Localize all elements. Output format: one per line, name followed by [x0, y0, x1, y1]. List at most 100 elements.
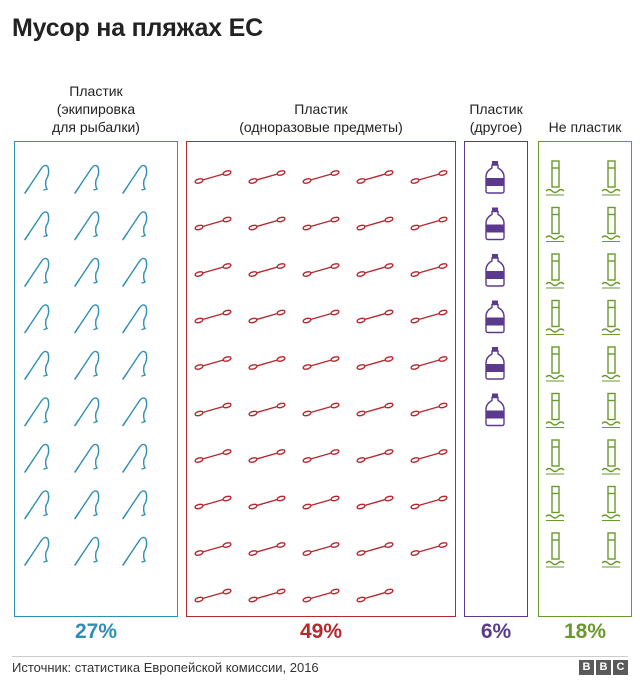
fishing-line-icon [74, 397, 100, 427]
cotton-bud-icon [302, 449, 340, 463]
plastic-bottle-icon [485, 161, 505, 194]
source-note: Источник: статистика Европейской комисси… [12, 660, 319, 675]
cotton-bud-icon [194, 309, 232, 324]
plastic-bottle-icon [485, 393, 505, 427]
cotton-bud-icon [302, 309, 340, 324]
cigarette-butt-icon [601, 299, 621, 335]
cotton-bud-icon [248, 449, 286, 463]
pictogram-svg [545, 160, 621, 568]
fishing-line-icon [24, 536, 50, 566]
cotton-bud-icon [410, 170, 448, 184]
cotton-bud-icon [356, 495, 394, 510]
cigarette-butt-icon [545, 160, 565, 196]
cotton-bud-icon [248, 495, 286, 510]
cotton-bud-icon [356, 542, 394, 556]
percent-non-plastic: 18% [563, 620, 607, 643]
category-label-non-plastic: Не пластик [548, 119, 622, 135]
fishing-line-icon [74, 304, 100, 334]
cotton-bud-icon [356, 588, 394, 603]
fishing-line-icon [122, 536, 148, 566]
cotton-bud-icon [248, 216, 286, 231]
cotton-bud-icon [356, 356, 394, 370]
cotton-bud-icon [356, 216, 394, 231]
cigarette-butt-icon [545, 346, 565, 382]
fishing-line-icon [122, 443, 148, 473]
cotton-bud-icon [410, 309, 448, 324]
panel-single-use [186, 141, 456, 617]
cotton-bud-icon [194, 449, 232, 463]
plastic-bottle-icon [485, 254, 505, 287]
cotton-bud-icon [410, 542, 448, 556]
fishing-line-icon [74, 536, 100, 566]
fishing-line-icon [122, 490, 148, 520]
cigarette-butt-icon [545, 485, 565, 521]
cotton-bud-icon [194, 263, 232, 277]
cotton-bud-icon [302, 170, 340, 184]
cotton-bud-icon [302, 263, 340, 277]
cotton-bud-icon [302, 402, 340, 417]
fishing-line-icon [24, 257, 50, 287]
cotton-bud-icon [248, 170, 286, 184]
fishing-line-icon [74, 164, 100, 194]
cotton-bud-icon [194, 542, 232, 556]
fishing-line-icon [24, 164, 50, 194]
cigarette-butt-icon [601, 346, 621, 382]
cotton-bud-icon [248, 588, 286, 603]
chart-title: Мусор на пляжах ЕС [12, 14, 263, 42]
cotton-bud-icon [248, 402, 286, 417]
cotton-bud-icon [194, 495, 232, 510]
fishing-line-icon [24, 211, 50, 241]
cotton-bud-icon [356, 263, 394, 277]
cigarette-butt-icon [601, 253, 621, 289]
cigarette-butt-icon [545, 392, 565, 428]
cotton-bud-icon [356, 309, 394, 324]
cotton-bud-icon [356, 449, 394, 463]
cotton-bud-icon [410, 216, 448, 231]
cotton-bud-icon [248, 263, 286, 277]
plastic-bottle-icon [485, 300, 505, 334]
plastic-bottle-icon [485, 347, 505, 380]
cotton-bud-icon [302, 495, 340, 510]
cotton-bud-icon [356, 170, 394, 184]
fishing-line-icon [122, 397, 148, 427]
fishing-line-icon [122, 257, 148, 287]
cotton-bud-icon [194, 356, 232, 370]
cigarette-butt-icon [601, 160, 621, 196]
cotton-bud-icon [302, 588, 340, 603]
cotton-bud-icon [194, 588, 232, 603]
percent-single-use: 49% [299, 620, 343, 643]
cigarette-butt-icon [545, 299, 565, 335]
fishing-line-icon [122, 304, 148, 334]
cigarette-butt-icon [601, 439, 621, 475]
cotton-bud-icon [302, 356, 340, 370]
fishing-line-icon [24, 397, 50, 427]
footer-divider [12, 656, 628, 657]
panel-other-plastic [464, 141, 528, 617]
category-label-other-plastic: Пластик (другое) [469, 101, 523, 135]
cotton-bud-icon [356, 402, 394, 417]
category-label-fishing: Пластик (экипировка для рыбалки) [52, 83, 140, 135]
cigarette-butt-icon [601, 392, 621, 428]
percent-fishing: 27% [74, 620, 118, 643]
pictogram-svg [485, 161, 505, 427]
pictogram-svg [24, 164, 148, 566]
cigarette-butt-icon [601, 532, 621, 568]
fishing-line-icon [74, 490, 100, 520]
cotton-bud-icon [194, 170, 232, 184]
cotton-bud-icon [248, 542, 286, 556]
fishing-line-icon [24, 304, 50, 334]
cotton-bud-icon [410, 356, 448, 370]
cotton-bud-icon [410, 495, 448, 510]
cotton-bud-icon [302, 542, 340, 556]
cotton-bud-icon [410, 449, 448, 463]
cotton-bud-icon [410, 263, 448, 277]
fishing-line-icon [122, 350, 148, 380]
cotton-bud-icon [248, 309, 286, 324]
fishing-line-icon [74, 443, 100, 473]
panel-fishing [14, 141, 178, 617]
fishing-line-icon [24, 490, 50, 520]
fishing-line-icon [74, 350, 100, 380]
cotton-bud-icon [248, 356, 286, 370]
pictogram-svg [194, 170, 448, 603]
